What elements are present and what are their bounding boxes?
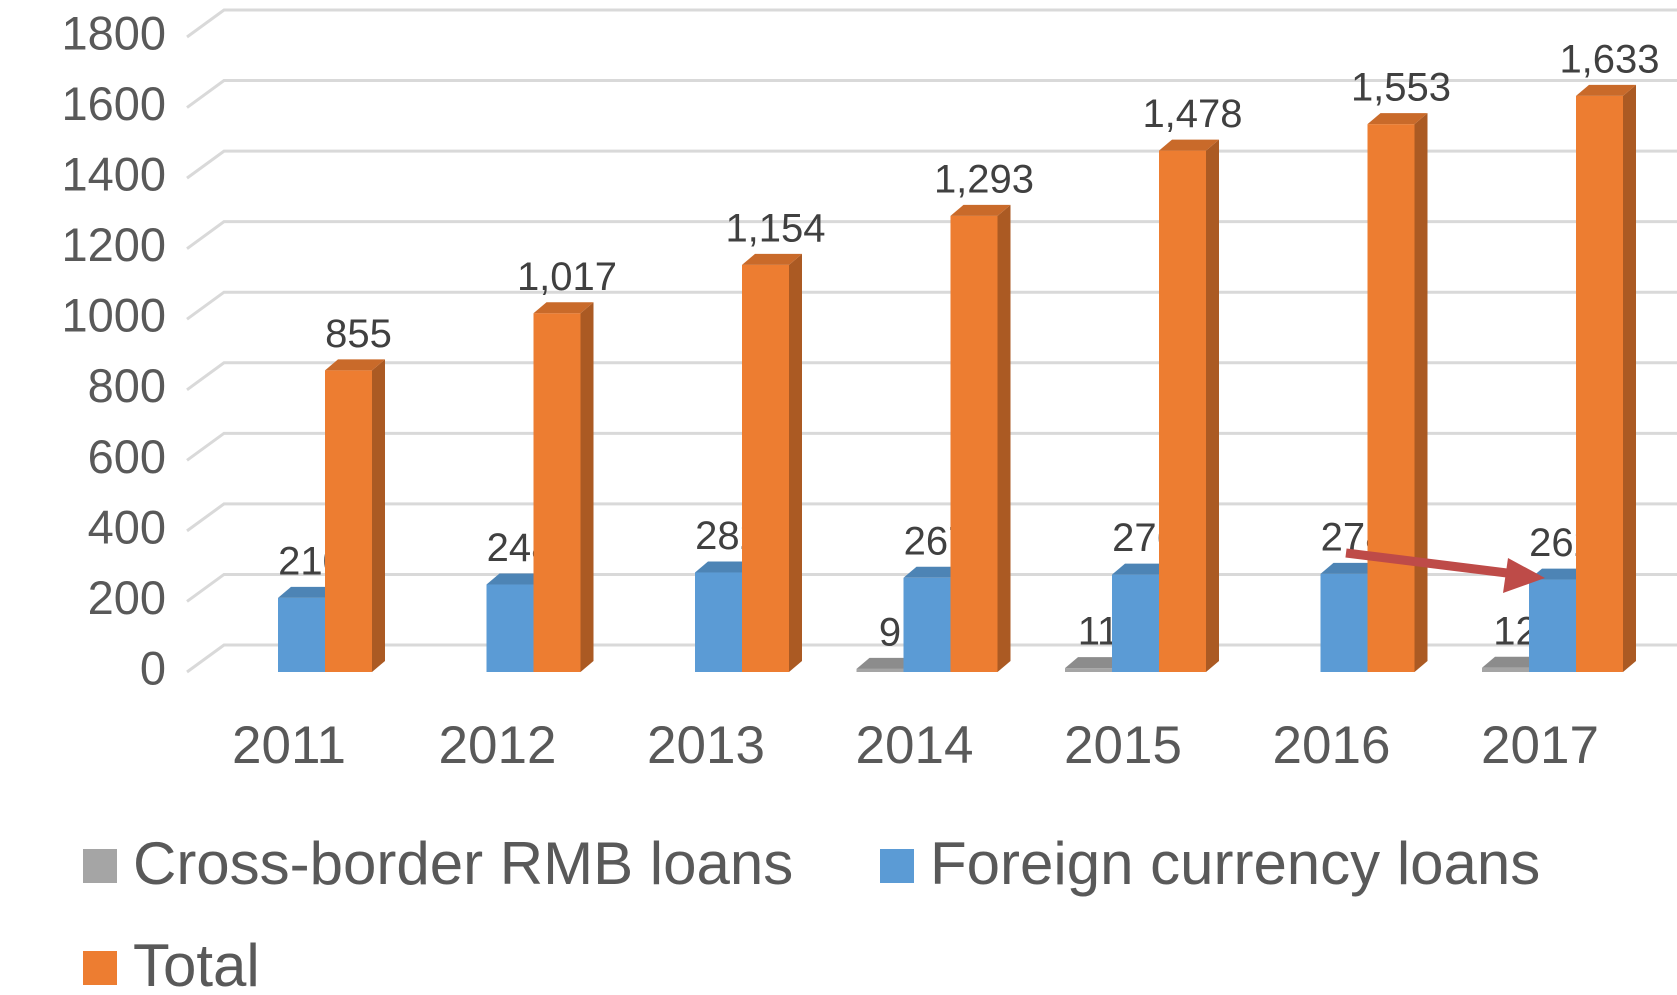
bar-side: [372, 359, 385, 672]
bar-front: [1320, 573, 1368, 672]
data-label: 1,154: [725, 206, 825, 250]
y-tick-label: 800: [88, 359, 166, 412]
legend-label: Foreign currency loans: [930, 830, 1540, 897]
bar-front: [1367, 124, 1415, 672]
grid-line: [186, 290, 1677, 321]
y-tick-label: 1800: [61, 6, 166, 59]
x-tick-label: 2013: [647, 716, 765, 775]
bar-top: [856, 657, 917, 669]
bar-front: [278, 597, 325, 672]
data-label: 1,017: [517, 255, 617, 299]
bar-front: [325, 370, 372, 672]
x-tick-label: 2012: [439, 716, 557, 775]
legend-label: Total: [133, 932, 260, 995]
bar: [1159, 139, 1219, 672]
arrow-head: [1503, 558, 1545, 593]
bar-front: [1482, 667, 1529, 672]
data-label: 855: [325, 312, 392, 356]
y-tick-label: 0: [140, 641, 166, 694]
bar-front: [1576, 95, 1623, 673]
x-tick-label: 2015: [1064, 716, 1182, 775]
legend-swatch: [83, 849, 117, 883]
y-tick-label: 200: [88, 571, 166, 624]
y-tick-label: 400: [88, 500, 166, 553]
bar-front: [1159, 150, 1206, 672]
bar-top: [325, 359, 385, 371]
bar-front: [903, 577, 951, 672]
bar-top: [950, 204, 1011, 216]
x-tick-label: 2014: [856, 716, 974, 775]
grid-line: [186, 79, 1677, 109]
legend-label: Cross-border RMB loans: [133, 830, 793, 897]
bar-top: [1482, 656, 1542, 668]
y-tick-label: 1400: [61, 148, 166, 201]
bar-side: [1206, 139, 1219, 672]
bar-front: [856, 668, 904, 672]
bar-top: [1320, 562, 1381, 574]
grid-line: [186, 8, 1677, 39]
x-tick-label: 2011: [232, 716, 346, 775]
bar-top: [1529, 568, 1589, 580]
bar-top: [278, 586, 338, 598]
grid-line: [186, 361, 1677, 391]
grid-line: [186, 149, 1677, 180]
bar-top: [742, 253, 802, 265]
bar-top: [486, 573, 547, 585]
bar-front: [742, 264, 789, 672]
data-label: 1,553: [1351, 66, 1451, 110]
y-tick-label: 600: [88, 430, 166, 483]
bar-top: [1367, 113, 1428, 125]
bar-top: [1159, 139, 1219, 151]
bar-side: [580, 302, 594, 672]
y-tick-label: 1600: [61, 77, 166, 130]
data-label: 1,293: [934, 157, 1034, 201]
bar-side: [1623, 84, 1636, 673]
bar-front: [950, 215, 998, 672]
bar: [950, 204, 1011, 672]
bar-front: [533, 313, 581, 672]
bar: [1576, 84, 1636, 673]
bar-top: [1576, 84, 1636, 96]
bar-top: [1112, 563, 1172, 575]
arrow-shaft: [1345, 548, 1516, 579]
data-label: 1,633: [1559, 37, 1659, 81]
bar-front: [695, 572, 742, 672]
bar-front: [486, 584, 534, 672]
bar-front: [1529, 579, 1576, 672]
data-label: 1,478: [1142, 92, 1242, 136]
x-tick-label: 2017: [1481, 716, 1599, 775]
legend-swatch: [83, 951, 117, 985]
bar-top: [1065, 657, 1125, 669]
bar-side: [997, 204, 1011, 672]
grid-line: [186, 220, 1677, 250]
y-tick-label: 1200: [61, 218, 166, 271]
bar-top: [533, 302, 594, 314]
bar: [1367, 113, 1428, 672]
bar-front: [1112, 574, 1159, 672]
bar-top: [695, 561, 755, 573]
bar-top: [903, 566, 964, 578]
bar: [742, 253, 802, 672]
legend-swatch: [880, 849, 914, 883]
bar: [533, 302, 594, 672]
data-label: 9: [879, 610, 901, 654]
bar-front: [1065, 668, 1112, 672]
bar-side: [789, 253, 802, 672]
bar-side: [1414, 113, 1428, 672]
x-tick-label: 2016: [1273, 716, 1391, 775]
y-tick-label: 1000: [61, 289, 166, 342]
annotation-arrow: [1345, 548, 1545, 593]
bar: [325, 359, 385, 672]
grid-line: [186, 431, 1677, 462]
